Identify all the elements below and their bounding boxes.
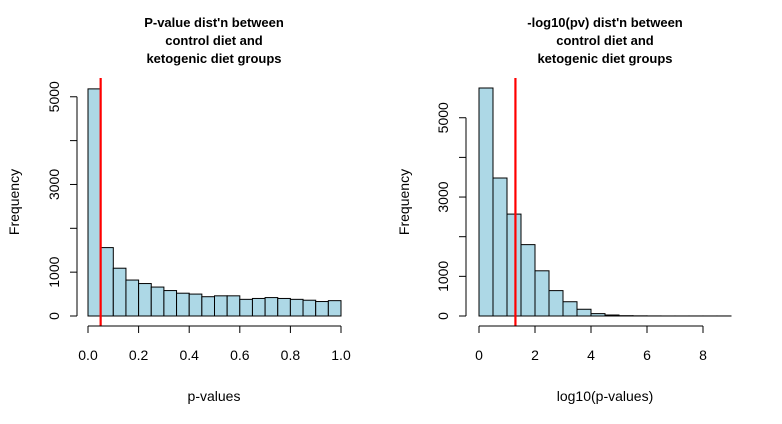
pvalue-bar — [188, 293, 203, 317]
log10-bar — [590, 313, 606, 317]
pvalue-bar — [264, 297, 279, 317]
pvalue-bar — [163, 290, 178, 317]
pvalue-bar — [214, 295, 228, 317]
pvalue-bar — [176, 292, 190, 317]
log10-y-tick-label: 5000 — [435, 102, 451, 133]
log10-bar — [548, 290, 564, 317]
log10-x-axis-label: log10(p-values) — [557, 388, 654, 404]
log10-title-line-3: ketogenic diet groups — [537, 51, 672, 66]
log10-bar — [604, 314, 620, 317]
log10-bar — [520, 244, 536, 317]
pvalue-title-line-3: ketogenic diet groups — [146, 51, 281, 66]
pvalue-y-tick-label: 5000 — [46, 81, 62, 112]
log10-y-axis-label: Frequency — [396, 169, 412, 235]
pvalue-bar — [100, 247, 114, 317]
pvalue-title-line-1: P-value dist'n between — [144, 15, 284, 30]
pvalue-x-tick-label: 0.4 — [179, 347, 199, 363]
pvalue-y-tick-label: 0 — [46, 312, 62, 320]
log10-x-tick-label: 6 — [643, 347, 651, 363]
pvalue-bar — [277, 297, 291, 317]
log10-y-axis: 0 1000 3000 5000 — [435, 102, 467, 320]
pvalue-bar — [138, 283, 152, 317]
pvalue-histogram-panel: P-value dist'n between control diet and … — [6, 15, 351, 404]
log10-bar — [562, 301, 578, 317]
pvalue-bar — [112, 267, 127, 317]
pvalue-bar — [125, 279, 140, 317]
pvalue-title-line-2: control diet and — [165, 33, 263, 48]
pvalue-bar — [289, 298, 304, 317]
log10-x-tick-label: 4 — [587, 347, 595, 363]
pvalue-bar — [239, 298, 253, 317]
log10-bar — [506, 213, 522, 317]
pvalue-y-axis: 0 1000 3000 5000 — [46, 81, 78, 320]
log10-title-line-1: -log10(pv) dist'n between — [527, 15, 683, 30]
pvalue-y-axis-label: Frequency — [6, 169, 22, 235]
log10-bar — [576, 308, 592, 317]
log10-x-axis: 0 2 4 6 8 — [475, 325, 707, 363]
pvalue-bar — [226, 295, 241, 317]
pvalue-bar — [315, 301, 329, 317]
log10-bar — [492, 177, 508, 317]
pvalue-x-tick-label: 0.8 — [281, 347, 301, 363]
log10-x-tick-label: 8 — [699, 347, 707, 363]
log10-bars — [478, 87, 732, 317]
log10-y-tick-label: 0 — [435, 312, 451, 320]
pvalue-bar — [327, 300, 342, 317]
log10-histogram-panel: -log10(pv) dist'n between control diet a… — [396, 15, 732, 404]
pvalue-bar — [302, 299, 317, 317]
log10-y-tick-label: 3000 — [435, 181, 451, 212]
pvalue-bar — [201, 296, 216, 317]
pvalue-y-tick-label: 1000 — [46, 256, 62, 287]
pvalue-bar — [251, 297, 266, 317]
log10-title-line-2: control diet and — [556, 33, 654, 48]
pvalue-x-axis: 0.0 0.2 0.4 0.6 0.8 1.0 — [78, 325, 351, 363]
log10-x-tick-label: 0 — [475, 347, 483, 363]
pvalue-x-tick-label: 0.6 — [230, 347, 250, 363]
pvalue-x-tick-label: 1.0 — [331, 347, 351, 363]
pvalue-bar — [150, 286, 165, 317]
log10-y-tick-label: 1000 — [435, 261, 451, 292]
log10-x-tick-label: 2 — [531, 347, 539, 363]
log10-bar — [478, 87, 494, 317]
pvalue-x-tick-label: 0.0 — [78, 347, 98, 363]
pvalue-y-tick-label: 3000 — [46, 169, 62, 200]
pvalue-x-tick-label: 0.2 — [129, 347, 149, 363]
pvalue-bar — [87, 88, 102, 317]
log10-bar — [534, 270, 550, 317]
pvalue-x-axis-label: p-values — [188, 388, 241, 404]
pvalue-bars — [87, 88, 342, 317]
